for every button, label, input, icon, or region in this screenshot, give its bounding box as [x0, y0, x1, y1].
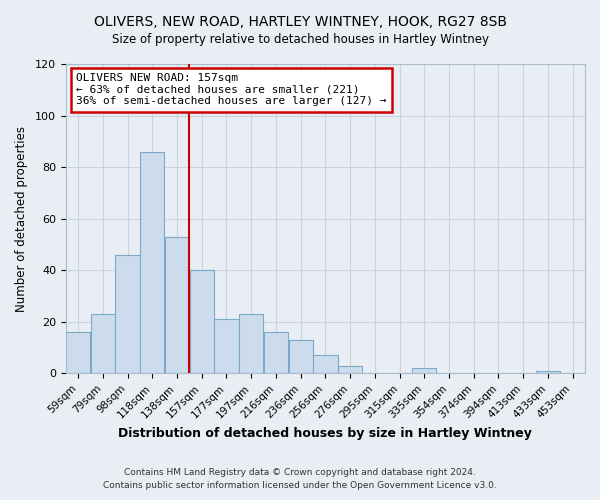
Bar	[239, 314, 263, 374]
Y-axis label: Number of detached properties: Number of detached properties	[15, 126, 28, 312]
Text: OLIVERS, NEW ROAD, HARTLEY WINTNEY, HOOK, RG27 8SB: OLIVERS, NEW ROAD, HARTLEY WINTNEY, HOOK…	[94, 15, 506, 29]
Bar	[214, 320, 239, 374]
Bar	[115, 255, 140, 374]
Text: OLIVERS NEW ROAD: 157sqm
← 63% of detached houses are smaller (221)
36% of semi-: OLIVERS NEW ROAD: 157sqm ← 63% of detach…	[76, 74, 386, 106]
Bar	[140, 152, 164, 374]
Bar	[289, 340, 313, 374]
Bar	[190, 270, 214, 374]
Text: Size of property relative to detached houses in Hartley Wintney: Size of property relative to detached ho…	[112, 32, 488, 46]
Bar	[91, 314, 115, 374]
Bar	[338, 366, 362, 374]
Bar	[264, 332, 288, 374]
Bar	[165, 237, 189, 374]
Bar	[536, 371, 560, 374]
Bar	[313, 356, 338, 374]
Bar	[66, 332, 90, 374]
Bar	[412, 368, 436, 374]
Text: Contains HM Land Registry data © Crown copyright and database right 2024.
Contai: Contains HM Land Registry data © Crown c…	[103, 468, 497, 490]
X-axis label: Distribution of detached houses by size in Hartley Wintney: Distribution of detached houses by size …	[118, 427, 532, 440]
